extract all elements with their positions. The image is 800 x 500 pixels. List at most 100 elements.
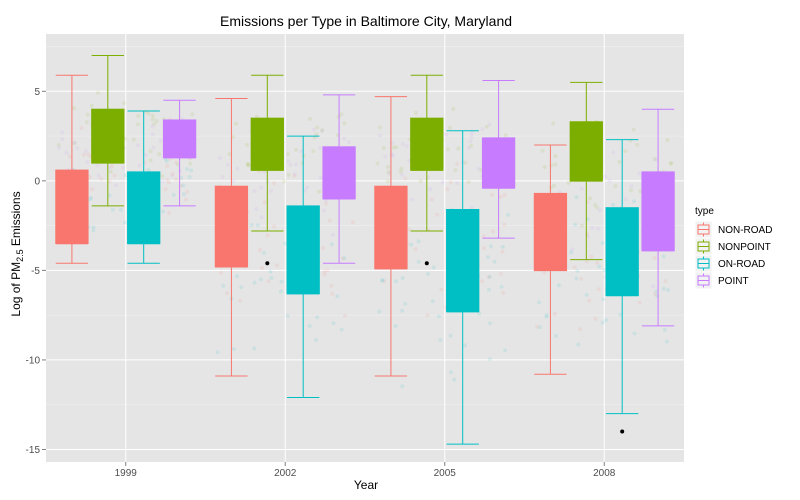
jitter-point	[613, 184, 618, 189]
jitter-point	[327, 218, 332, 223]
jitter-point	[378, 133, 383, 138]
jitter-point	[83, 149, 88, 154]
jitter-point	[448, 333, 453, 338]
box-body	[286, 205, 320, 295]
jitter-point	[174, 160, 179, 165]
jitter-point	[435, 212, 440, 217]
jitter-point	[430, 299, 435, 304]
y-tick-label: -15	[26, 445, 41, 456]
jitter-point	[294, 162, 298, 167]
jitter-point	[271, 181, 276, 186]
jitter-point	[67, 154, 72, 159]
box-non-road-2002	[214, 97, 249, 377]
jitter-point	[143, 153, 148, 157]
jitter-point	[278, 289, 283, 294]
jitter-point	[429, 197, 434, 202]
plot-panel	[46, 34, 684, 462]
jitter-point	[468, 139, 473, 144]
jitter-point	[123, 220, 127, 225]
jitter-point	[576, 342, 581, 347]
jitter-point	[320, 128, 325, 133]
jitter-point	[122, 101, 127, 106]
boxes	[55, 54, 675, 445]
box-point-1999	[162, 99, 197, 207]
jitter-point	[266, 279, 271, 284]
jitter-point	[593, 316, 598, 321]
box-body	[127, 171, 161, 245]
jitter-point	[593, 202, 597, 207]
box-body	[605, 207, 639, 296]
jitter-point	[233, 121, 238, 126]
jitter-point	[661, 254, 666, 259]
x-tick-label: 1999	[115, 468, 138, 479]
jitter-point	[89, 103, 94, 108]
outlier-point	[620, 429, 625, 434]
jitter-point	[469, 143, 474, 148]
box-point-2008	[641, 108, 675, 327]
jitter-point	[573, 222, 578, 227]
jitter-point	[386, 170, 391, 175]
jitter-point	[107, 179, 112, 184]
jitter-point	[393, 279, 398, 284]
jitter-point	[150, 124, 155, 129]
jitter-point	[318, 175, 323, 180]
jitter-point	[286, 159, 291, 164]
jitter-point	[305, 185, 309, 190]
jitter-point	[607, 178, 612, 183]
jitter-point	[181, 183, 186, 188]
jitter-point	[81, 152, 86, 157]
jitter-point	[380, 278, 385, 283]
outlier-point	[265, 261, 270, 266]
jitter-point	[552, 312, 557, 316]
jitter-point	[553, 333, 558, 338]
jitter-point	[447, 125, 452, 130]
jitter-point	[569, 250, 574, 255]
axes: 5 0 -5 -10 -15 1999 2002 2005 2008	[26, 87, 616, 479]
jitter-point	[653, 292, 657, 296]
jitter-point	[314, 337, 319, 342]
legend-item-non-road: NON-ROAD	[694, 220, 772, 239]
y-tick-label: 5	[34, 87, 40, 98]
x-tick-label: 2005	[434, 468, 457, 479]
jitter-point	[112, 173, 117, 178]
jitter-point	[393, 323, 398, 328]
jitter-point	[500, 244, 505, 249]
jitter-point	[85, 159, 90, 164]
jitter-point	[259, 215, 264, 220]
jitter-point	[445, 187, 450, 192]
jitter-point	[279, 279, 284, 284]
jitter-point	[669, 161, 674, 165]
jitter-point	[322, 208, 327, 213]
jitter-point	[165, 164, 170, 168]
box-nonpoint-1999	[91, 54, 125, 207]
jitter-point	[623, 149, 628, 154]
jitter-point	[574, 276, 579, 281]
jitter-point	[444, 132, 448, 137]
jitter-point	[488, 321, 492, 326]
jitter-point	[455, 181, 460, 185]
jitter-point	[343, 313, 347, 318]
jitter-point	[282, 179, 287, 184]
jitter-point	[322, 272, 327, 277]
jitter-point	[400, 276, 405, 280]
box-nonpoint-2005	[410, 74, 444, 266]
jitter-point	[665, 138, 670, 143]
jitter-point	[315, 125, 320, 130]
box-nonpoint-2002	[250, 74, 284, 266]
jitter-point	[330, 232, 335, 237]
jitter-point	[268, 188, 273, 193]
jitter-point	[488, 244, 493, 249]
y-axis-title-main: Log of PM	[9, 262, 23, 317]
jitter-point	[307, 323, 312, 328]
jitter-point	[299, 149, 304, 154]
jitter-point	[190, 112, 195, 117]
jitter-point	[286, 172, 291, 177]
jitter-point	[317, 189, 321, 194]
jitter-point	[489, 192, 494, 197]
jitter-point	[342, 136, 347, 141]
jitter-point	[502, 222, 507, 227]
jitter-point	[301, 153, 306, 158]
box-body	[481, 137, 516, 189]
jitter-point	[283, 241, 288, 246]
jitter-point	[165, 178, 170, 183]
